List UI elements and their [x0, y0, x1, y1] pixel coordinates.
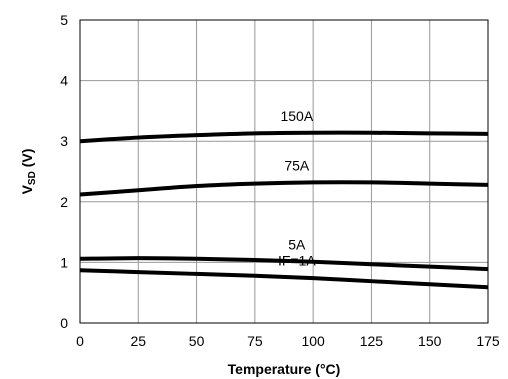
series-lines: [79, 130, 489, 290]
series-line: [79, 180, 489, 197]
x-tick-label: 0: [76, 333, 84, 349]
series-line: [79, 130, 489, 144]
series-annotation: 5A: [288, 236, 306, 252]
series-annotation: IF=1A: [278, 252, 316, 268]
y-tick-label: 2: [60, 194, 68, 210]
series-line: [79, 268, 489, 290]
y-tick-label: 4: [60, 73, 68, 89]
y-tick-label: 1: [60, 254, 68, 270]
x-tick-label: 175: [476, 333, 500, 349]
y-tick-label: 3: [60, 133, 68, 149]
x-tick-label: 75: [247, 333, 263, 349]
series-annotation: 75A: [284, 158, 310, 174]
y-tick-labels: 0 1 2 3 4 5: [60, 12, 68, 331]
plot-frame: [79, 19, 489, 324]
x-tick-label: 25: [130, 333, 146, 349]
y-axis-title: VSD (V): [19, 149, 38, 195]
y-axis-title-unit: (V): [19, 149, 35, 172]
y-axis-title-subscript: SD: [27, 171, 38, 185]
y-axis-title-main: V: [19, 184, 35, 194]
x-tick-labels: 0 25 50 75 100 125 150 175: [76, 333, 500, 349]
y-tick-label: 5: [60, 12, 68, 28]
x-axis-title: Temperature (°C): [228, 361, 341, 377]
series-annotation: 150A: [280, 108, 313, 124]
x-tick-label: 150: [418, 333, 442, 349]
y-tick-label: 0: [60, 315, 68, 331]
series-line: [79, 256, 489, 272]
x-tick-label: 125: [360, 333, 384, 349]
x-tick-label: 50: [189, 333, 205, 349]
x-tick-label: 100: [301, 333, 325, 349]
